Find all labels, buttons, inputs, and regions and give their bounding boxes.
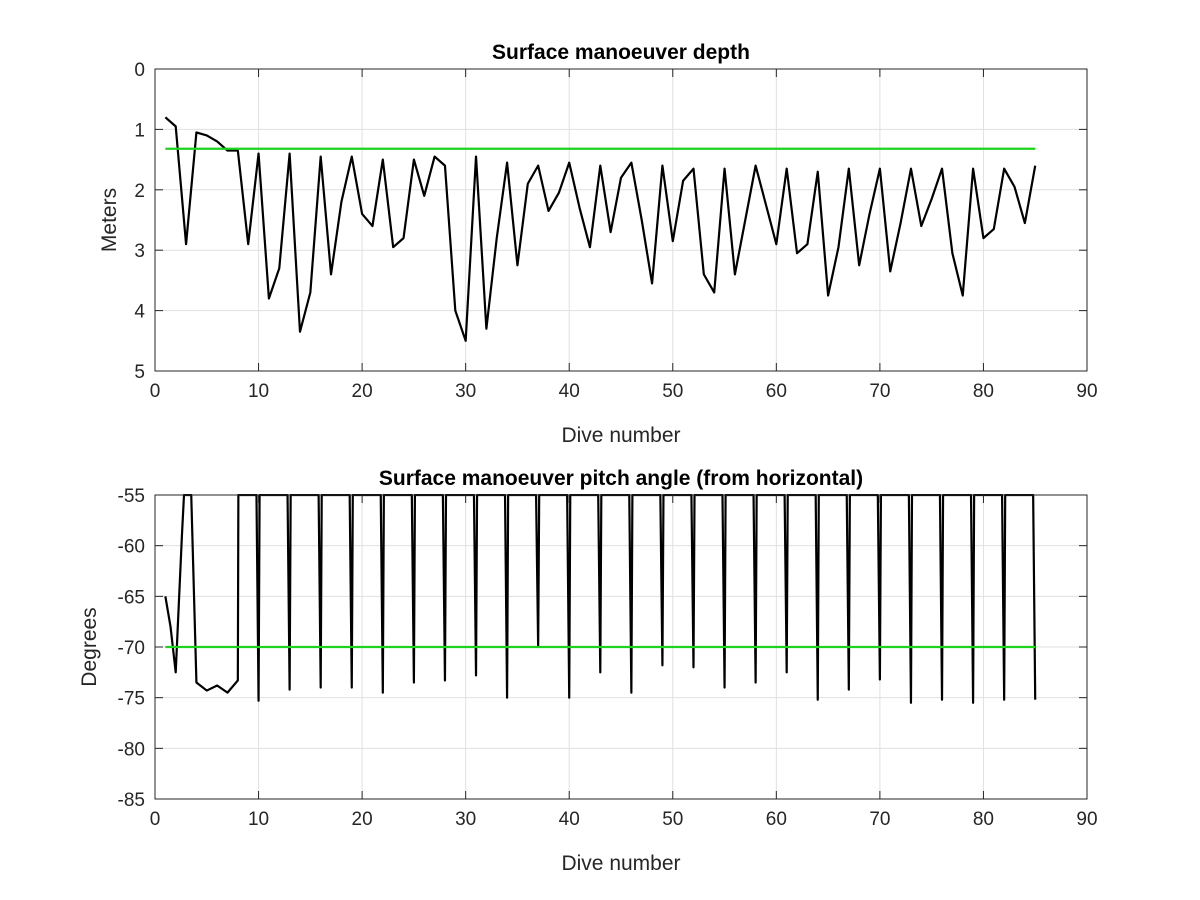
x-tick-label: 60 — [766, 381, 787, 402]
y-tick-label: 5 — [134, 362, 145, 383]
chart-title: Surface manoeuver depth — [492, 41, 750, 64]
axes-frame — [154, 68, 1088, 372]
x-tick-label: 10 — [248, 381, 269, 402]
x-tick-label: 10 — [248, 809, 269, 830]
y-tick-label: 1 — [134, 120, 145, 141]
x-tick-label: 30 — [455, 381, 476, 402]
y-tick-label: -85 — [118, 790, 145, 811]
y-tick-label: -75 — [118, 689, 145, 710]
depth-chart-panel: Surface manoeuver depth Dive number Mete… — [98, 41, 1098, 447]
data-series-line — [164, 116, 1037, 342]
x-axis-label: Dive number — [561, 424, 680, 447]
x-tick-label: 50 — [662, 381, 683, 402]
x-tick-label: 70 — [869, 809, 890, 830]
x-axis-label: Dive number — [561, 852, 680, 875]
y-tick-label: -70 — [118, 638, 145, 659]
x-tick-label: 0 — [150, 809, 161, 830]
y-tick-label: 4 — [134, 302, 145, 323]
x-tick-label: 40 — [559, 809, 580, 830]
x-tick-label: 0 — [150, 381, 161, 402]
y-tick-label: 3 — [134, 241, 145, 262]
y-tick-label: -60 — [118, 537, 145, 558]
x-tick-label: 90 — [1076, 381, 1097, 402]
x-tick-label: 60 — [766, 809, 787, 830]
y-axis-label: Degrees — [78, 607, 101, 686]
x-tick-label: 20 — [352, 809, 373, 830]
chart-title: Surface manoeuver pitch angle (from hori… — [379, 467, 863, 490]
x-tick-label: 90 — [1076, 809, 1097, 830]
x-tick-label: 80 — [973, 381, 994, 402]
x-tick-label: 50 — [662, 809, 683, 830]
y-tick-label: -65 — [118, 587, 145, 608]
y-tick-label: 0 — [134, 60, 145, 81]
y-tick-label: -80 — [118, 739, 145, 760]
x-tick-label: 80 — [973, 809, 994, 830]
x-tick-label: 20 — [352, 381, 373, 402]
x-tick-label: 30 — [455, 809, 476, 830]
y-axis-label: Meters — [98, 188, 121, 252]
y-tick-label: 2 — [134, 181, 145, 202]
x-tick-label: 40 — [559, 381, 580, 402]
plot-area — [155, 69, 1087, 371]
x-tick-label: 70 — [869, 381, 890, 402]
pitch-chart-panel: Surface manoeuver pitch angle (from hori… — [78, 467, 1098, 875]
y-tick-label: -55 — [118, 486, 145, 507]
